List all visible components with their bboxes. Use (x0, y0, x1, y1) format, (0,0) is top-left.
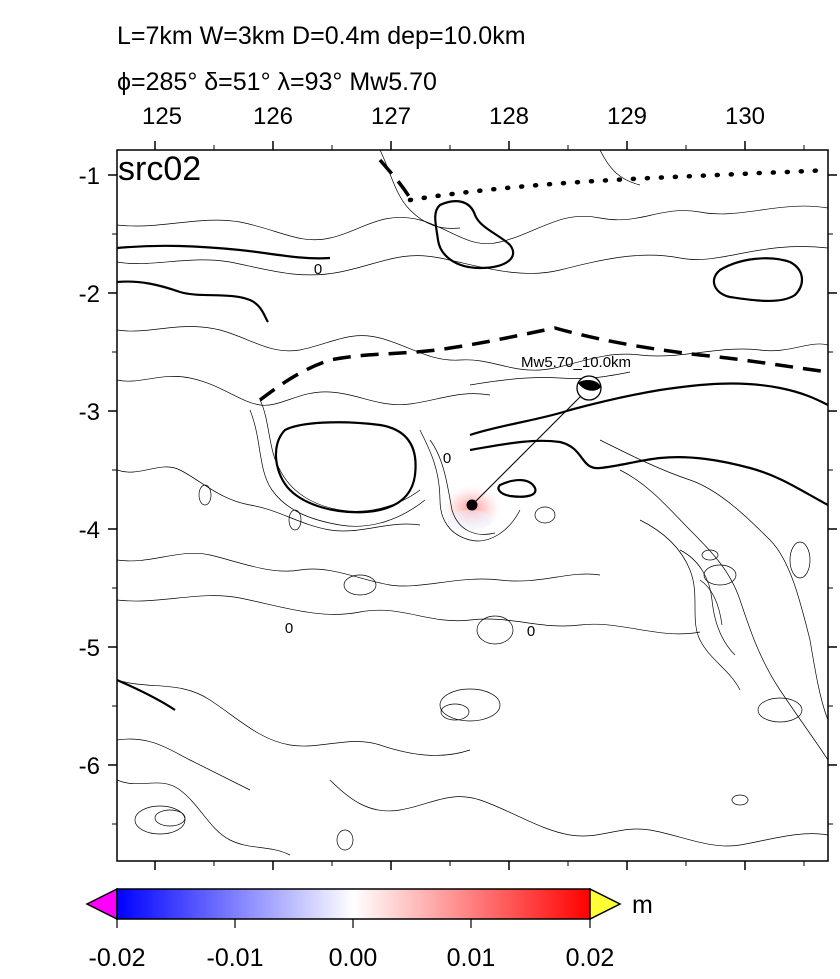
contour-label: 0 (527, 623, 535, 640)
colorbar-under-triangle (85, 887, 118, 921)
plate-boundary-dotted (407, 167, 828, 203)
colorbar-ticks (116, 919, 591, 928)
y-tick-label: -1 (79, 163, 100, 190)
colorbar-over-triangle (589, 887, 622, 921)
thin-closed-contours (134, 484, 811, 851)
colorbar-tick-label: -0.01 (207, 944, 264, 972)
colorbar-tick-label: 0.02 (566, 944, 615, 972)
colorbar-tick-label: 0.00 (329, 944, 378, 972)
colorbar: -0.02 -0.01 0.00 0.01 0.02 m (85, 887, 653, 972)
x-ticks (154, 141, 746, 870)
map-area: 0 0 0 0 Mw5.70_10.0km (117, 150, 828, 856)
header-line-2: ϕ=285° δ=51° λ=93° Mw5.70 (117, 68, 437, 96)
panel-label: src02 (118, 150, 201, 188)
x-tick-label: 130 (725, 103, 765, 130)
x-tick-label: 129 (607, 103, 647, 130)
y-tick-label: -5 (79, 635, 100, 662)
focal-mechanism-beachball[interactable] (576, 375, 602, 401)
colorbar-gradient (116, 888, 591, 920)
x-tick-labels: 125 126 127 128 129 130 (142, 103, 765, 130)
y-tick-label: -6 (79, 753, 100, 780)
y-tick-label: -3 (79, 399, 100, 426)
map-frame (116, 149, 829, 862)
x-tick-label: 126 (253, 103, 293, 130)
contour-label: 0 (314, 261, 322, 278)
y-tick-label: -2 (79, 281, 100, 308)
contour-label: 0 (443, 450, 451, 467)
panel-label-bg (117, 150, 221, 190)
y-ticks (108, 174, 837, 766)
x-tick-label: 127 (371, 103, 411, 130)
event-label: Mw5.70_10.0km (521, 354, 631, 371)
trench-dashed-line-north (378, 158, 412, 199)
colorbar-unit: m (632, 891, 653, 919)
epicenter-marker[interactable] (466, 499, 478, 511)
y-tick-label: -4 (79, 517, 100, 544)
slip-field-negative (448, 510, 492, 530)
contour-labels: 0 0 0 0 (285, 261, 535, 640)
contour-label: 0 (285, 620, 293, 637)
colorbar-tick-label: 0.01 (447, 944, 496, 972)
y-tick-labels: -1 -2 -3 -4 -5 -6 (79, 163, 100, 780)
y-minor-ticks (112, 233, 833, 825)
epicenter-connector-line (471, 387, 590, 506)
colorbar-tick-label: -0.02 (89, 944, 146, 972)
trench-dashed-line (258, 326, 828, 402)
x-minor-ticks (213, 145, 805, 866)
header-line-1: L=7km W=3km D=0.4m dep=10.0km (117, 22, 526, 50)
thin-contours (117, 150, 828, 856)
x-tick-label: 125 (142, 103, 182, 130)
x-tick-label: 128 (489, 103, 529, 130)
zero-contours (117, 200, 828, 711)
